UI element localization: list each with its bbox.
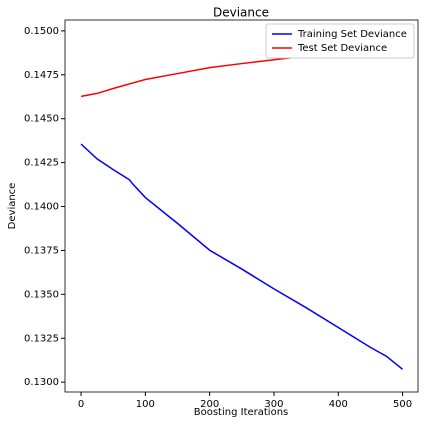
y-tick-label: 0.1400 (24, 202, 59, 213)
y-tick-label: 0.1475 (24, 70, 59, 81)
y-tick-label: 0.1450 (24, 114, 59, 125)
x-tick-label: 100 (136, 399, 155, 410)
x-axis-label: Boosting Iterations (194, 407, 289, 418)
plot-frame (64, 19, 419, 393)
chart-title: Deviance (213, 6, 269, 20)
x-tick-label: 200 (200, 399, 219, 410)
x-tick-label: 500 (393, 399, 412, 410)
y-tick-label: 0.1350 (24, 289, 59, 300)
x-tick-label: 0 (78, 399, 84, 410)
y-tick-label: 0.1300 (24, 377, 59, 388)
y-tick-label: 0.1375 (24, 245, 59, 256)
x-tick-label: 400 (329, 399, 348, 410)
legend-label: Test Set Deviance (297, 43, 387, 54)
legend-label: Training Set Deviance (297, 29, 407, 40)
series-line (80, 143, 404, 370)
x-tick-label: 300 (264, 399, 283, 410)
y-tick-label: 0.1325 (24, 333, 59, 344)
y-tick-label: 0.1500 (24, 26, 59, 37)
legend-box (265, 23, 415, 59)
y-tick-label: 0.1425 (24, 158, 59, 169)
y-axis-label: Deviance (7, 183, 18, 230)
